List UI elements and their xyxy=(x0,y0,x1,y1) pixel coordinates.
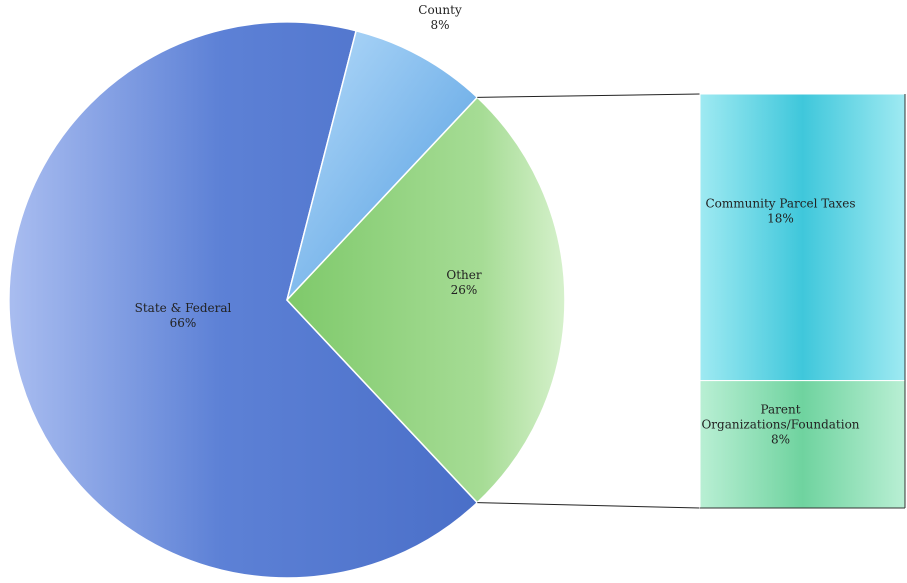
bar-segment-parent-organizations-foundation xyxy=(699,380,906,509)
data-labels: State & Federal 66% County 8% Other 26% Commun… xyxy=(135,3,860,447)
bar-label-community-parcel-taxes: Community Parcel Taxes 18% xyxy=(705,196,855,225)
connector-lines xyxy=(477,93,701,509)
pie-label-county: County 8% xyxy=(418,3,462,32)
pie-slice-state-federal xyxy=(8,21,479,579)
pie-label-other: Other 26% xyxy=(446,268,481,297)
bar-segment-community-parcel-taxes xyxy=(699,93,906,382)
pie-label-state-federal: State & Federal 66% xyxy=(135,301,232,330)
bar-label-parent-organizations-foundation: Parent Organizations/Foundation 8% xyxy=(701,403,859,447)
pie-slice-county xyxy=(286,29,479,301)
connector-line-top xyxy=(477,93,701,98)
pie-slice-other xyxy=(285,96,566,504)
connector-line-bottom xyxy=(477,502,701,509)
breakout-bar xyxy=(699,93,906,509)
pie xyxy=(8,21,566,579)
